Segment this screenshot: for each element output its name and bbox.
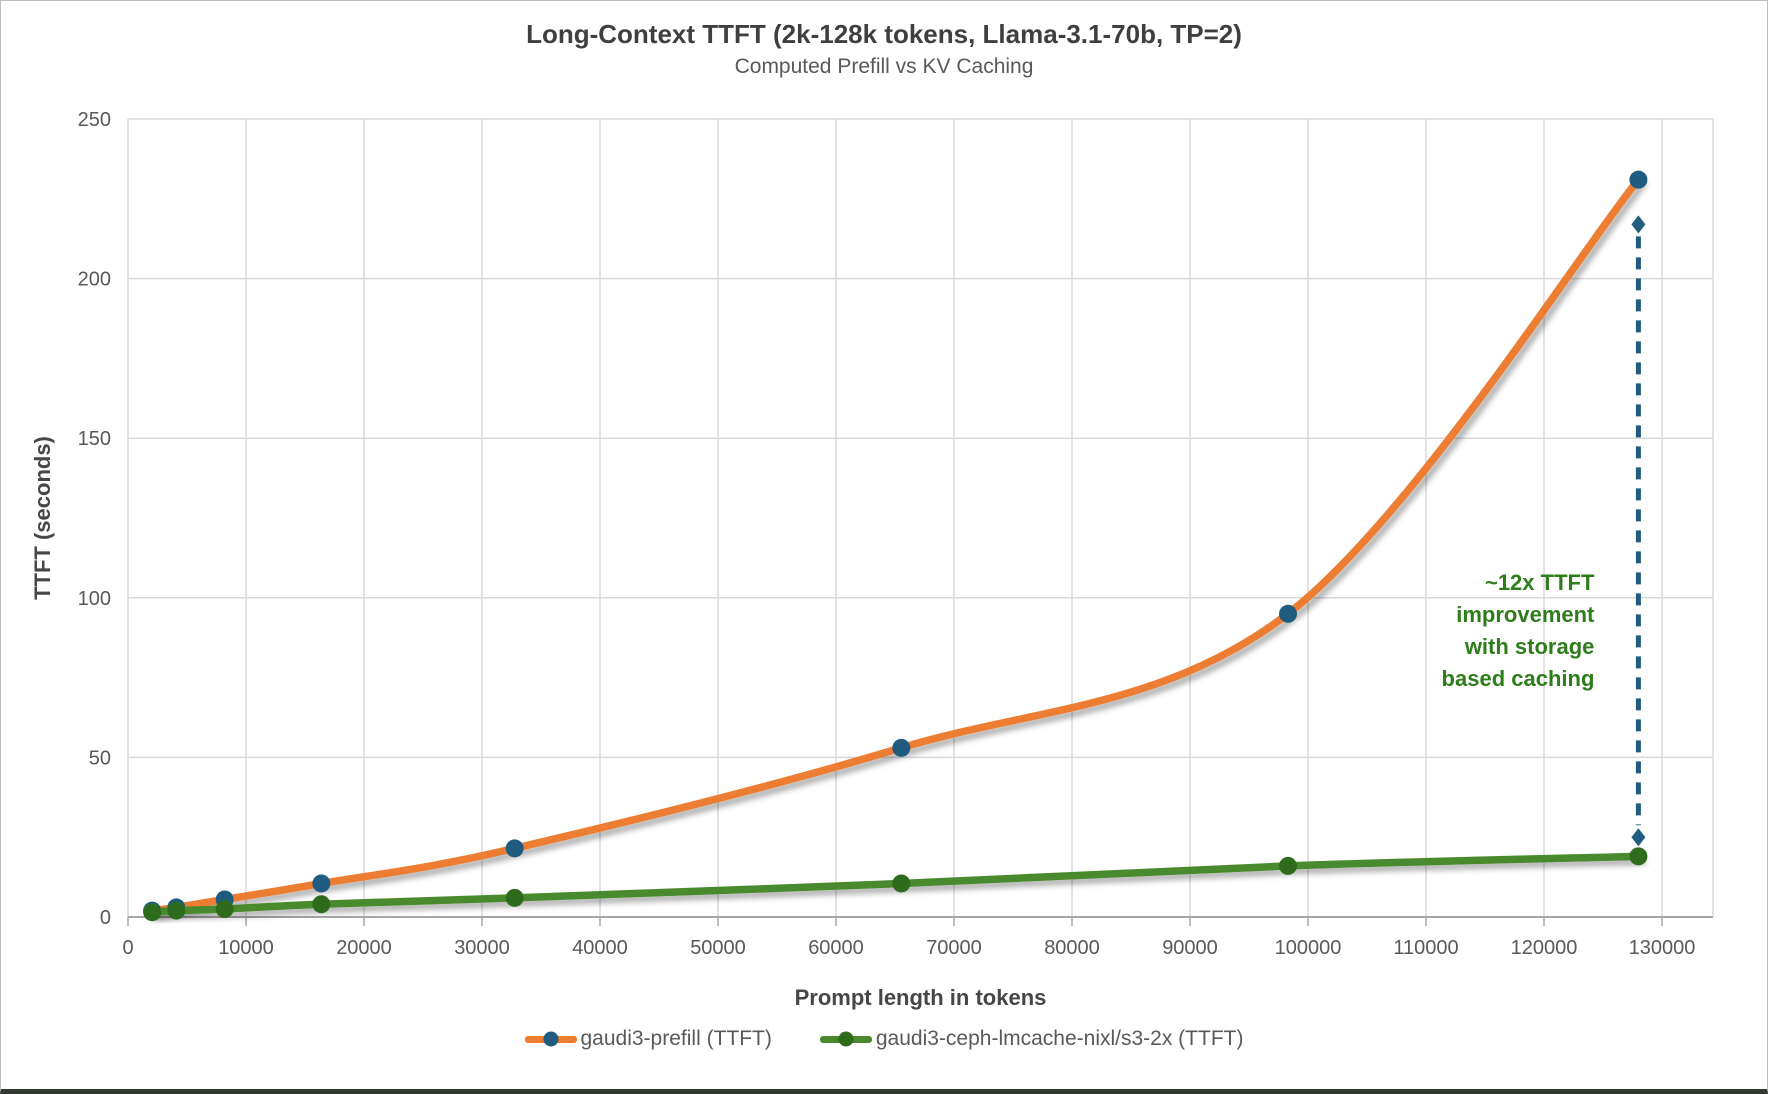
x-tick-label: 20000 [336,937,392,959]
improvement-annotation: ~12x TTFT [1485,570,1595,595]
improvement-annotation: with storage [1464,634,1595,659]
diamond-marker-icon [1631,215,1646,234]
x-tick-label: 0 [122,937,133,959]
y-tick-label: 200 [78,269,111,291]
data-point-marker [892,738,911,757]
x-tick-label: 130000 [1629,937,1696,959]
legend-swatch-prefill [524,1031,577,1047]
data-point-marker [215,900,234,919]
y-tick-label: 150 [78,428,111,450]
legend-item-prefill: gaudi3-prefill (TTFT) [524,1027,772,1051]
data-point-marker [505,888,524,907]
x-tick-label: 100000 [1275,937,1342,959]
data-point-marker [1278,604,1297,623]
x-axis-title: Prompt length in tokens [794,985,1047,1010]
legend-label-lmcache: gaudi3-ceph-lmcache-nixl/s3-2x (TTFT) [875,1027,1244,1050]
y-tick-label: 50 [89,747,111,769]
y-tick-label: 0 [100,907,111,929]
x-tick-label: 90000 [1162,937,1218,959]
improvement-annotation: improvement [1456,602,1595,627]
x-tick-label: 30000 [454,937,510,959]
data-point-marker [312,874,331,893]
x-tick-label: 40000 [572,937,628,959]
data-point-marker [143,903,162,922]
data-point-marker [892,874,911,893]
data-point-marker [505,839,524,858]
x-tick-label: 10000 [218,937,274,959]
data-point-marker [167,901,186,920]
x-tick-label: 50000 [690,937,746,959]
x-tick-label: 120000 [1511,937,1578,959]
series-line-0 [148,175,1643,915]
legend-marker-dot-icon [838,1031,854,1047]
x-tick-label: 60000 [808,937,864,959]
legend-item-lmcache: gaudi3-ceph-lmcache-nixl/s3-2x (TTFT) [819,1027,1244,1051]
legend-swatch-lmcache [819,1031,872,1047]
y-tick-label: 250 [78,109,111,131]
y-axis-title: TTFT (seconds) [30,436,55,600]
x-tick-label: 80000 [1044,937,1100,959]
data-point-marker [1278,856,1297,875]
legend-label-prefill: gaudi3-prefill (TTFT) [580,1027,772,1050]
data-point-marker [1629,170,1648,189]
diamond-marker-icon [1631,828,1646,847]
data-point-marker [312,895,331,914]
data-point-marker [1629,847,1648,866]
legend: gaudi3-prefill (TTFT) gaudi3-ceph-lmcach… [1,1027,1767,1051]
improvement-annotation: based caching [1442,666,1595,691]
x-tick-label: 70000 [926,937,982,959]
x-tick-label: 110000 [1393,937,1458,959]
chart-title: Long-Context TTFT (2k-128k tokens, Llama… [526,19,1242,49]
y-tick-label: 100 [78,588,111,610]
legend-marker-dot-icon [543,1031,558,1047]
chart-subtitle: Computed Prefill vs KV Caching [734,55,1034,78]
